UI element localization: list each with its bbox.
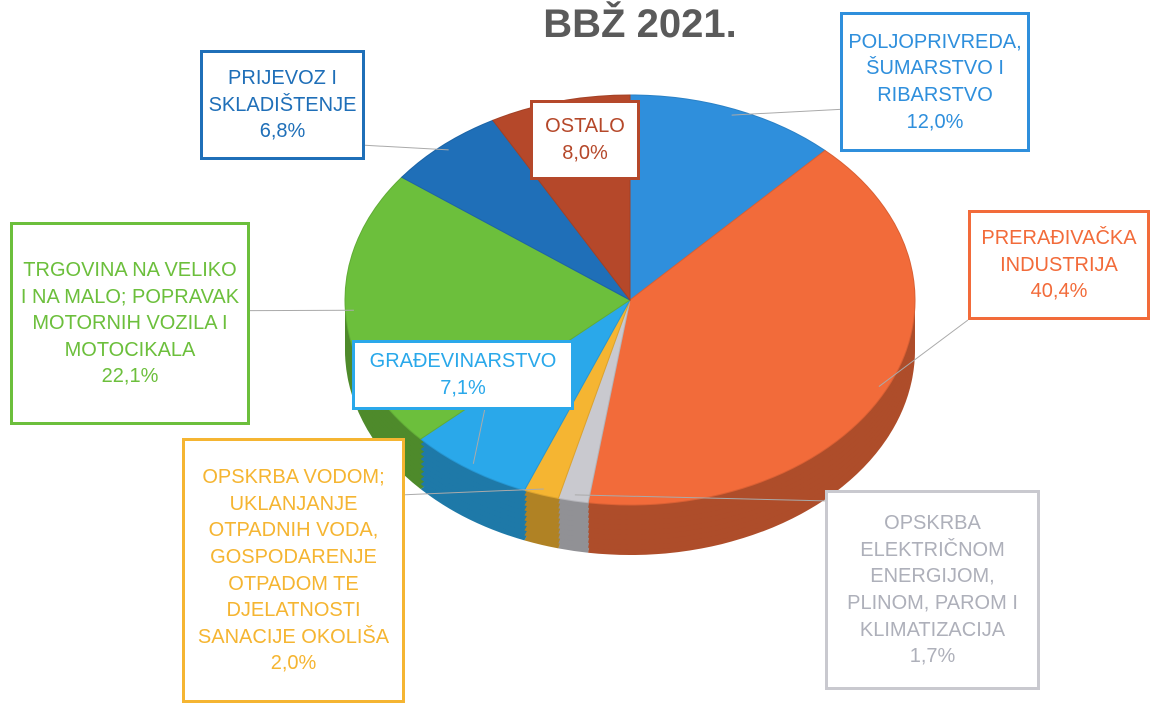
value-label: 8,0% — [562, 142, 608, 164]
category-label: OPSKRBA VODOM; UKLANJANJE OTPADNIH VODA,… — [197, 466, 390, 648]
slice-label: POLJOPRIVREDA, ŠUMARSTVO I RIBARSTVO 12,0… — [840, 12, 1030, 152]
leader-line — [574, 494, 826, 502]
category-label: PRERAĐIVAČKA INDUSTRIJA — [981, 227, 1137, 276]
slice-label: TRGOVINA NA VELIKO I NA MALO; POPRAVAK M… — [10, 222, 250, 425]
leader-line — [731, 108, 841, 116]
value-label: 40,4% — [1030, 280, 1088, 303]
value-label: 6,8% — [259, 120, 306, 143]
category-label: PRIJEVOZ I SKLADIŠTENJE — [208, 67, 357, 116]
slice-label: OSTALO 8,0% — [530, 100, 640, 180]
slice-label: GRAĐEVINARSTVO 7,1% — [352, 340, 574, 410]
value-label: 12,0% — [906, 110, 964, 133]
value-label: 2,0% — [270, 652, 317, 675]
category-label: OPSKRBA ELEKTRIČNOM ENERGIJOM, PLINOM, P… — [847, 512, 1018, 641]
category-label: GRAĐEVINARSTVO — [369, 350, 557, 373]
slice-label: OPSKRBA ELEKTRIČNOM ENERGIJOM, PLINOM, P… — [825, 490, 1040, 690]
leader-line — [364, 144, 449, 151]
category-label: TRGOVINA NA VELIKO I NA MALO; POPRAVAK M… — [20, 259, 240, 361]
value-label: 7,1% — [440, 377, 486, 399]
slice — [400, 119, 631, 301]
value-label: 22,1% — [101, 365, 159, 388]
slice — [587, 149, 916, 506]
leader-line — [472, 409, 486, 464]
category-label: OSTALO — [545, 115, 625, 138]
chart-title: BBŽ 2021. — [543, 2, 737, 46]
slice-label: OPSKRBA VODOM; UKLANJANJE OTPADNIH VODA,… — [182, 438, 405, 703]
slice — [629, 94, 826, 302]
slice-label: PRIJEVOZ I SKLADIŠTENJE 6,8% — [200, 50, 365, 160]
leader-line — [404, 488, 544, 496]
category-label: POLJOPRIVREDA, ŠUMARSTVO I RIBARSTVO — [848, 30, 1022, 106]
slice-label: PRERAĐIVAČKA INDUSTRIJA 40,4% — [968, 210, 1150, 320]
value-label: 1,7% — [909, 645, 956, 668]
leader-line — [878, 319, 969, 387]
